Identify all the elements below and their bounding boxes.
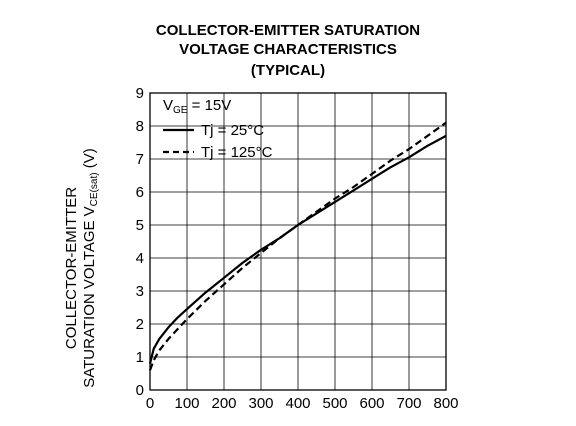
y-tick-label: 4 bbox=[136, 250, 144, 267]
y-tick-label: 7 bbox=[136, 151, 144, 168]
x-tick-label: 300 bbox=[248, 395, 273, 412]
chart-title-line-3: (TYPICAL) bbox=[250, 62, 326, 79]
x-tick-label: 800 bbox=[433, 395, 458, 412]
x-axis-ticks: 0 100 200 300 400 500 600 700 800 bbox=[146, 395, 459, 412]
legend: VGE = 15V Tj = 25°C Tj = 125°C bbox=[163, 97, 273, 161]
legend-label-125c: Tj = 125°C bbox=[201, 144, 273, 161]
x-tick-label: 0 bbox=[146, 395, 154, 412]
series-line-0 bbox=[148, 134, 447, 364]
grid bbox=[149, 92, 447, 391]
y-tick-label: 9 bbox=[136, 85, 144, 102]
x-tick-label: 200 bbox=[211, 395, 236, 412]
y-axis-label-subscript: CE(sat) bbox=[89, 172, 100, 206]
y-tick-label: 6 bbox=[136, 184, 144, 201]
y-axis-label-line-1: COLLECTOR-EMITTER bbox=[63, 187, 80, 349]
y-axis-label-unit: (V) bbox=[81, 148, 98, 168]
x-tick-label: 500 bbox=[322, 395, 347, 412]
legend-label-25c: Tj = 25°C bbox=[201, 122, 264, 139]
legend-condition-subscript: GE bbox=[173, 105, 188, 116]
series-line-1 bbox=[148, 121, 447, 371]
y-axis-label-line-2: SATURATION VOLTAGE VCE(sat) (V) bbox=[81, 148, 100, 388]
y-tick-label: 5 bbox=[136, 217, 144, 234]
y-axis-label-symbol: V bbox=[81, 206, 98, 216]
plot-frame bbox=[149, 92, 447, 391]
x-tick-label: 400 bbox=[285, 395, 310, 412]
x-tick-label: 600 bbox=[359, 395, 384, 412]
y-tick-label: 8 bbox=[136, 118, 144, 135]
y-axis-label-2: SATURATION VOLTAGE VCE(sat) (V) bbox=[81, 148, 100, 388]
y-axis-label: COLLECTOR-EMITTER bbox=[63, 187, 80, 349]
y-tick-label: 3 bbox=[136, 283, 144, 300]
chart-title-line-2: VOLTAGE CHARACTERISTICS bbox=[179, 41, 397, 58]
legend-condition: VGE = 15V bbox=[163, 97, 231, 116]
legend-condition-value: = 15V bbox=[187, 97, 231, 114]
legend-condition-symbol: V bbox=[163, 97, 173, 114]
y-axis-ticks: 0 1 2 3 4 5 6 7 8 9 bbox=[136, 85, 144, 399]
y-tick-label: 2 bbox=[136, 316, 144, 333]
series-group bbox=[148, 121, 447, 371]
x-tick-label: 700 bbox=[396, 395, 421, 412]
x-tick-label: 100 bbox=[174, 395, 199, 412]
y-tick-label: 1 bbox=[136, 349, 144, 366]
y-axis-label-text: SATURATION VOLTAGE bbox=[81, 221, 98, 388]
chart-title-line-1: COLLECTOR-EMITTER SATURATION bbox=[155, 22, 421, 39]
y-tick-label: 0 bbox=[136, 382, 144, 399]
